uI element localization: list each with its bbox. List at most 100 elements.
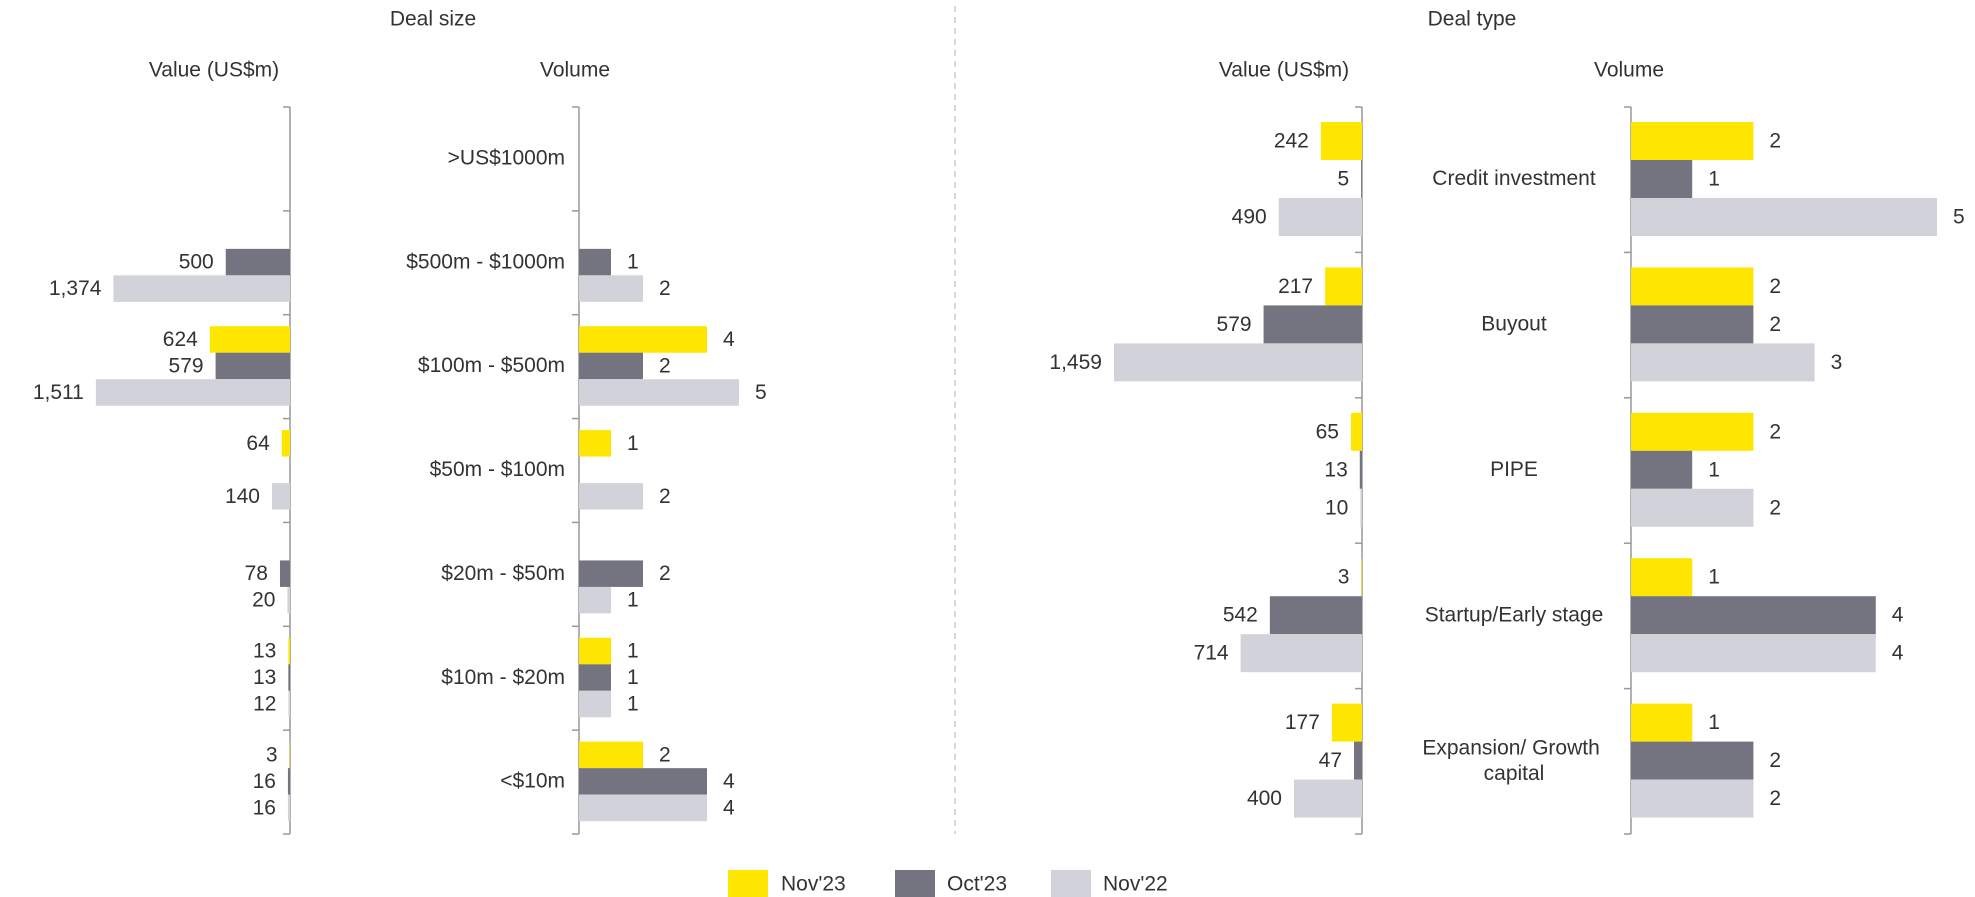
category-label: $10m - $20m	[441, 666, 565, 689]
data-label: 1	[1708, 168, 1720, 191]
bar	[1631, 160, 1693, 198]
bar	[1631, 122, 1754, 160]
data-label: 1	[627, 589, 639, 612]
category-label: Buyout	[1481, 313, 1547, 336]
data-label: 1	[627, 666, 639, 689]
data-label: 13	[1324, 458, 1347, 481]
bar	[272, 483, 290, 510]
panel-title: Value (US$m)	[149, 59, 279, 82]
bar	[579, 794, 707, 822]
data-label: 2	[1769, 420, 1781, 443]
data-label: 500	[179, 251, 214, 274]
bar	[579, 741, 643, 769]
category-label: Expansion/ Growth capital	[1422, 736, 1605, 784]
data-label: 624	[163, 328, 198, 351]
bar	[225, 248, 290, 276]
bar	[1631, 343, 1815, 382]
panel-title: Volume	[540, 59, 610, 82]
bar	[579, 768, 707, 795]
category-label: $100m - $500m	[418, 354, 565, 377]
bar	[579, 275, 643, 302]
bar	[281, 430, 290, 457]
data-label: 5	[755, 381, 767, 404]
bar	[1631, 634, 1876, 673]
bar	[1240, 634, 1362, 673]
data-label: 217	[1278, 275, 1313, 298]
bar	[1631, 558, 1693, 597]
data-label: 64	[246, 432, 270, 455]
bar	[287, 794, 290, 822]
bar	[1350, 412, 1362, 451]
data-label: 13	[253, 640, 276, 663]
data-label: 2	[1769, 496, 1781, 519]
legend-swatch	[728, 870, 768, 897]
category-label: Credit investment	[1432, 167, 1596, 190]
data-label: 1,511	[33, 381, 84, 404]
bar	[579, 352, 643, 380]
data-label: 2	[659, 562, 671, 585]
data-label: 2	[659, 277, 671, 300]
bar	[288, 637, 290, 665]
data-label: 2	[1769, 313, 1781, 336]
legend-swatch	[1051, 870, 1091, 897]
data-label: 12	[253, 693, 276, 716]
bar	[1631, 450, 1693, 489]
bar	[1631, 488, 1754, 527]
category-label: PIPE	[1490, 458, 1538, 481]
legend-label: Nov'23	[781, 873, 846, 896]
data-label: 5	[1953, 206, 1965, 229]
legend-label: Nov'22	[1103, 873, 1168, 896]
data-label: 16	[253, 796, 276, 819]
data-label: 2	[1769, 749, 1781, 772]
bar	[288, 664, 290, 691]
bar	[579, 483, 643, 510]
data-label: 5	[1337, 168, 1349, 191]
category-label: $50m - $100m	[430, 458, 565, 481]
data-label: 1	[627, 693, 639, 716]
data-label: 490	[1232, 206, 1267, 229]
data-label: 2	[659, 355, 671, 378]
bar	[1325, 267, 1362, 306]
bar	[1294, 779, 1362, 818]
data-label: 1	[627, 251, 639, 274]
category-label: Startup/Early stage	[1425, 603, 1604, 626]
category-label: $500m - $1000m	[406, 250, 565, 273]
data-label: 16	[253, 770, 276, 793]
bar	[1631, 198, 1937, 236]
bar	[579, 586, 611, 614]
category-label: $20m - $50m	[441, 562, 565, 585]
bar	[1269, 596, 1362, 635]
data-label: 1	[1708, 566, 1720, 589]
bar	[579, 326, 707, 353]
bar	[1631, 267, 1754, 306]
data-label: 3	[266, 743, 278, 766]
data-label: 4	[723, 328, 735, 351]
data-label: 579	[169, 355, 204, 378]
data-label: 1	[1708, 711, 1720, 734]
data-label: 400	[1247, 787, 1282, 810]
bar	[279, 560, 290, 587]
data-label: 47	[1319, 749, 1342, 772]
bar	[1359, 450, 1362, 489]
category-label: <$10m	[500, 770, 565, 793]
bar	[288, 690, 290, 718]
bar	[287, 768, 290, 795]
data-label: 13	[253, 666, 276, 689]
section-title: Deal type	[1428, 8, 1517, 31]
bar	[1361, 558, 1362, 597]
bar	[579, 690, 611, 718]
bar	[579, 379, 739, 406]
panel-title: Value (US$m)	[1219, 59, 1349, 82]
category-label: >US$1000m	[448, 146, 565, 169]
data-label: 1	[1708, 458, 1720, 481]
data-label: 4	[723, 796, 735, 819]
data-label: 3	[1338, 566, 1350, 589]
data-label: 65	[1316, 420, 1339, 443]
data-label: 4	[1892, 604, 1904, 627]
data-label: 1,459	[1049, 351, 1102, 374]
bar	[1631, 703, 1693, 742]
bar	[1278, 198, 1362, 236]
bar	[579, 664, 611, 691]
data-label: 140	[225, 485, 260, 508]
data-label: 1	[627, 432, 639, 455]
